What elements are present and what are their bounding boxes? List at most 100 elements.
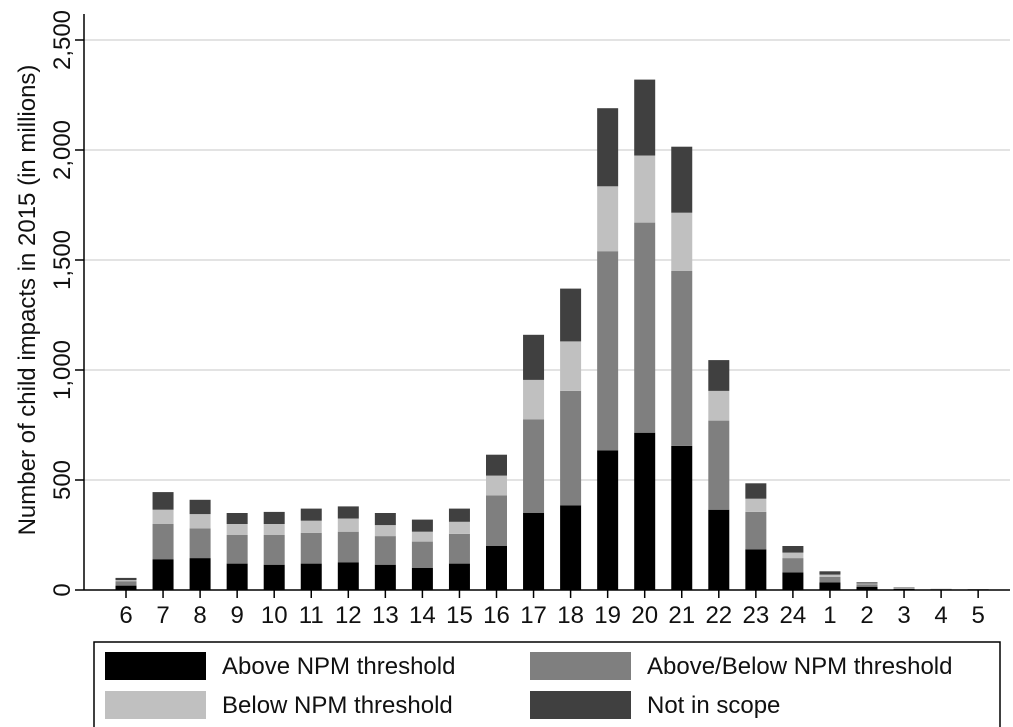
legend: Above NPM threshold Above/Below NPM thres… bbox=[93, 641, 1001, 727]
bar-9-series-0 bbox=[226, 563, 248, 590]
bar-23-series-3 bbox=[745, 483, 767, 499]
x-tick-label-14: 14 bbox=[409, 602, 436, 629]
bar-2-series-0 bbox=[856, 586, 878, 590]
bar-17-series-3 bbox=[523, 334, 545, 380]
bar-15-series-0 bbox=[448, 563, 470, 590]
bar-16-series-0 bbox=[486, 546, 507, 590]
bar-20-series-1 bbox=[634, 222, 656, 433]
bar-24-series-1 bbox=[782, 558, 804, 573]
bar-7-series-2 bbox=[152, 509, 174, 524]
bar-12-series-3 bbox=[337, 506, 359, 519]
bar-21-series-1 bbox=[671, 271, 693, 446]
bar-10-series-3 bbox=[263, 511, 285, 524]
gridlines bbox=[84, 39, 1010, 481]
y-tick-label-5: 2,500 bbox=[49, 10, 76, 70]
bar-11-series-2 bbox=[300, 520, 322, 533]
bar-6-series-1 bbox=[115, 581, 137, 586]
bar-11-series-3 bbox=[300, 508, 322, 521]
bar-20-series-2 bbox=[634, 155, 656, 223]
bar-18-series-2 bbox=[560, 341, 582, 391]
bar-8-series-3 bbox=[189, 499, 211, 515]
bar-16-series-3 bbox=[486, 454, 507, 476]
x-tick-label-10: 10 bbox=[261, 602, 288, 629]
bar-23-series-1 bbox=[745, 511, 767, 550]
x-tick-label-23: 23 bbox=[742, 602, 769, 629]
bar-24-series-3 bbox=[782, 546, 804, 553]
axes bbox=[83, 14, 1010, 591]
bar-12-series-1 bbox=[337, 531, 359, 563]
bar-21-series-3 bbox=[671, 146, 693, 213]
x-tick-label-12: 12 bbox=[335, 602, 362, 629]
bar-14-series-3 bbox=[411, 519, 433, 532]
bar-14-series-1 bbox=[411, 541, 433, 568]
bar-19-series-0 bbox=[597, 450, 619, 590]
bar-7-series-3 bbox=[152, 492, 174, 510]
legend-label-0: Above NPM threshold bbox=[222, 653, 455, 680]
x-tick-label-24: 24 bbox=[780, 602, 807, 629]
y-tick-label-4: 2,000 bbox=[49, 120, 76, 180]
bar-12-series-0 bbox=[337, 562, 359, 590]
x-tick-label-19: 19 bbox=[594, 602, 621, 629]
bar-13-series-3 bbox=[374, 513, 396, 526]
bar-19-series-1 bbox=[597, 251, 619, 451]
bar-11-series-1 bbox=[300, 532, 322, 564]
bar-24-series-0 bbox=[782, 572, 804, 590]
bar-18-series-0 bbox=[560, 505, 582, 590]
y-axis-label: Number of child impacts in 2015 (in mill… bbox=[14, 65, 41, 536]
bar-1-series-2 bbox=[819, 574, 841, 577]
bar-22-series-3 bbox=[708, 360, 730, 391]
bar-17-series-1 bbox=[523, 419, 545, 513]
bar-22-series-0 bbox=[708, 509, 730, 590]
x-tick-label-16: 16 bbox=[483, 602, 510, 629]
bar-7-series-1 bbox=[152, 524, 174, 560]
x-tick-label-15: 15 bbox=[446, 602, 473, 629]
x-tick-label-13: 13 bbox=[372, 602, 399, 629]
legend-label-2: Below NPM threshold bbox=[222, 692, 453, 719]
bar-2-series-3 bbox=[856, 582, 878, 584]
bar-8-series-2 bbox=[189, 514, 211, 529]
bar-6-series-3 bbox=[115, 577, 137, 581]
bar-6-series-2 bbox=[115, 580, 137, 582]
y-tick-label-3: 1,500 bbox=[49, 230, 76, 290]
y-ticks: 0 500 1,000 1,500 2,000 2,500 bbox=[49, 10, 84, 597]
bar-7-series-0 bbox=[152, 559, 174, 590]
bar-13-series-0 bbox=[374, 564, 396, 590]
x-tick-label-8: 8 bbox=[193, 602, 206, 629]
bar-9-series-3 bbox=[226, 513, 248, 524]
bar-17-series-0 bbox=[523, 513, 545, 590]
bar-20-series-3 bbox=[634, 79, 656, 156]
bar-15-series-3 bbox=[448, 508, 470, 522]
legend-swatch-1 bbox=[530, 652, 631, 680]
x-tick-label-7: 7 bbox=[156, 602, 169, 629]
bar-1-series-3 bbox=[819, 571, 841, 575]
bar-18-series-1 bbox=[560, 390, 582, 506]
bar-15-series-2 bbox=[448, 521, 470, 534]
x-tick-label-20: 20 bbox=[631, 602, 658, 629]
bar-11-series-0 bbox=[300, 563, 322, 590]
x-tick-label-22: 22 bbox=[705, 602, 732, 629]
bar-18-series-3 bbox=[560, 288, 582, 342]
bar-20-series-0 bbox=[634, 432, 656, 590]
x-tick-label-9: 9 bbox=[230, 602, 243, 629]
legend-swatch-3 bbox=[530, 691, 631, 719]
bar-19-series-2 bbox=[597, 186, 619, 252]
y-tick-label-0: 0 bbox=[49, 583, 76, 596]
bars bbox=[115, 79, 989, 590]
x-ticks: 6 7 8 9 10 11 12 13 14 15 16 17 18 19 20 21 22 23 24 1 2 3 4 5 bbox=[119, 590, 985, 629]
bar-2-series-1 bbox=[856, 584, 878, 587]
bar-16-series-2 bbox=[486, 475, 507, 496]
bar-24-series-2 bbox=[782, 552, 804, 559]
bar-10-series-2 bbox=[263, 524, 285, 535]
bar-14-series-0 bbox=[411, 568, 433, 590]
bar-8-series-1 bbox=[189, 528, 211, 559]
bar-21-series-2 bbox=[671, 212, 693, 271]
bar-3-series-1 bbox=[893, 588, 915, 589]
x-tick-label-4: 4 bbox=[934, 602, 947, 629]
bar-2-series-2 bbox=[856, 583, 878, 585]
bar-6-series-0 bbox=[115, 585, 137, 590]
bar-23-series-0 bbox=[745, 549, 767, 590]
legend-label-1: Above/Below NPM threshold bbox=[647, 653, 952, 680]
x-tick-label-2: 2 bbox=[860, 602, 873, 629]
x-tick-label-5: 5 bbox=[971, 602, 984, 629]
x-tick-label-6: 6 bbox=[119, 602, 132, 629]
